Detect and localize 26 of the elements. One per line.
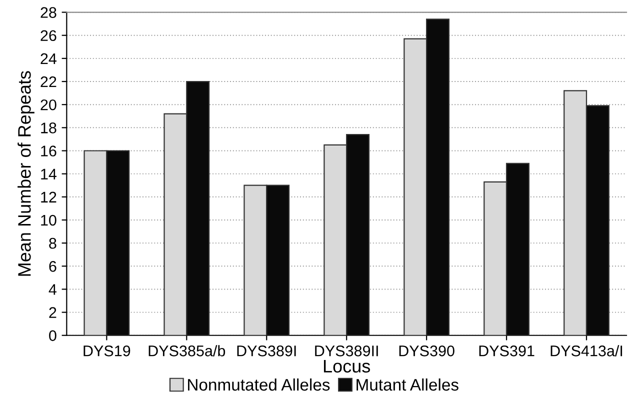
x-tick-label: DYS391 xyxy=(479,346,534,356)
x-tick-label: DYS385a/b xyxy=(148,345,226,356)
x-tick-label: DYS390 xyxy=(399,346,454,356)
y-tick-label: 28 xyxy=(40,7,56,18)
y-tick-label: 24 xyxy=(40,53,57,64)
x-tick-label: DYS19 xyxy=(84,346,130,356)
y-tick-label: 0 xyxy=(49,330,56,342)
y-tick-label: 20 xyxy=(40,99,56,110)
y-tick-label: 2 xyxy=(49,307,56,318)
y-tick-label: 14 xyxy=(41,168,57,180)
y-tick-label: 12 xyxy=(41,192,56,202)
y-tick-label: 18 xyxy=(41,122,56,134)
y-tick-label: 4 xyxy=(48,284,57,295)
y-tick-label: 6 xyxy=(49,261,56,272)
legend-label: Nonmutated Alleles xyxy=(188,378,330,391)
y-tick-label: 26 xyxy=(40,30,56,42)
y-tick-label: 10 xyxy=(41,214,56,226)
x-axis-title: Locus xyxy=(324,360,370,373)
x-tick-label: DYS413a/I xyxy=(550,345,622,356)
y-tick-label: 8 xyxy=(49,238,56,249)
y-tick-label: 16 xyxy=(41,146,56,156)
x-tick-label: DYS389I xyxy=(237,346,296,356)
x-tick-label: DYS389II xyxy=(315,346,378,356)
legend-label: Mutant Alleles xyxy=(356,378,458,391)
y-tick-label: 22 xyxy=(40,76,56,88)
y-axis-title: Mean Number of Repeats xyxy=(18,71,34,276)
